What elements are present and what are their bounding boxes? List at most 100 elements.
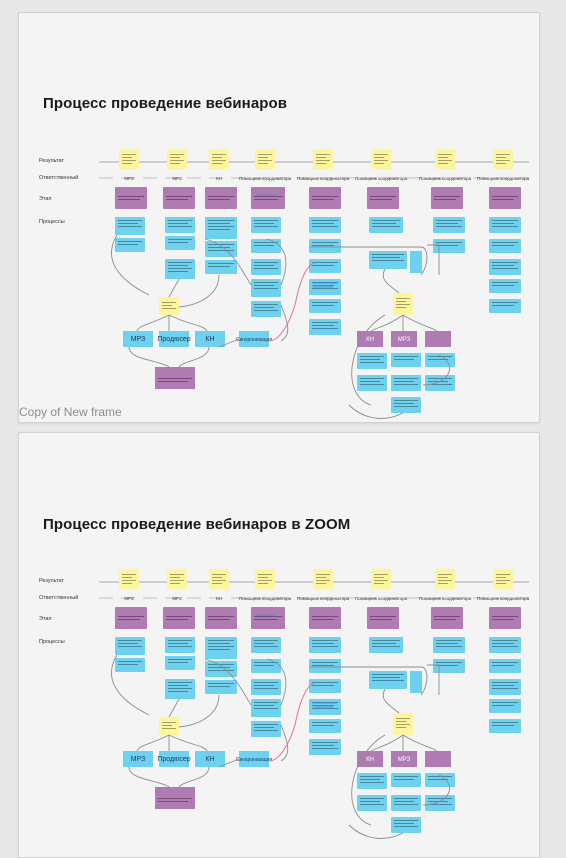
note-text-line — [312, 708, 338, 709]
process-note — [489, 259, 521, 275]
process-note — [433, 239, 465, 253]
connector — [168, 734, 208, 752]
connector — [309, 246, 428, 276]
note-text-line — [372, 646, 400, 647]
note-text-line — [118, 223, 138, 224]
process-note — [369, 637, 403, 653]
process-note — [391, 773, 421, 787]
note-text-line — [316, 577, 326, 578]
connector — [128, 346, 170, 368]
note-text-line — [162, 305, 172, 306]
note-text-line — [254, 265, 274, 266]
role-box-label: КН — [366, 757, 374, 763]
note-text-line — [312, 742, 338, 743]
note-text-line — [312, 685, 334, 686]
connector — [218, 338, 240, 348]
note-text-line — [168, 640, 192, 641]
note-text-line — [122, 583, 132, 584]
note-text-line — [158, 801, 188, 802]
note-text-line — [496, 583, 506, 584]
connector — [280, 724, 289, 762]
note-text-line — [254, 304, 278, 305]
note-text-line — [158, 378, 192, 379]
note-text-line — [168, 220, 192, 221]
note-text-line — [312, 325, 334, 326]
note-text-line — [168, 682, 192, 683]
board-frame-2[interactable]: Процесс проведение вебинаров в ZOOM Резу… — [18, 432, 540, 858]
note-text-line — [492, 268, 518, 269]
role-note-label: Продюсер — [157, 336, 190, 343]
note-text-line — [208, 247, 230, 248]
note-text-line — [208, 220, 234, 221]
note-text-line — [254, 643, 274, 644]
responsible-label: Помощник координатора — [297, 176, 350, 181]
process-note — [425, 773, 455, 787]
note-text-line — [254, 730, 278, 731]
board-frame-1[interactable]: Процесс проведение вебинаров Результат От… — [18, 12, 540, 423]
connector — [266, 238, 287, 286]
note-text-line — [496, 574, 510, 575]
note-text-line — [312, 665, 334, 666]
responsible-label: Помощник координатора — [297, 596, 350, 601]
process-note — [309, 217, 341, 233]
note-text-line — [360, 801, 380, 802]
note-text-line — [254, 682, 278, 683]
note-text-line — [360, 359, 380, 360]
note-text-line — [168, 268, 192, 269]
note-text-line — [168, 265, 188, 266]
note-text-line — [312, 662, 338, 663]
note-text-line — [168, 226, 192, 227]
note-text-line — [168, 691, 188, 692]
note-text-line — [316, 160, 330, 161]
note-text-line — [122, 157, 132, 158]
result-note — [255, 569, 275, 589]
note-text-line — [312, 226, 338, 227]
note-text-line — [208, 244, 234, 245]
note-text-line — [166, 199, 188, 200]
result-note — [167, 569, 187, 589]
note-text-line — [162, 728, 176, 729]
note-text-line — [118, 196, 144, 197]
note-text-line — [372, 260, 404, 261]
process-note — [433, 659, 465, 673]
process-note — [309, 739, 341, 755]
note-text-line — [374, 574, 388, 575]
process-note — [115, 637, 145, 655]
note-text-line — [428, 798, 452, 799]
connector — [402, 314, 438, 332]
note-text-line — [254, 226, 278, 227]
note-text-line — [436, 646, 462, 647]
note-text-line — [166, 619, 188, 620]
note-text-line — [372, 223, 396, 224]
note-text-line — [492, 685, 514, 686]
note-text-line — [208, 619, 230, 620]
note-text-line — [312, 305, 334, 306]
process-note — [165, 217, 195, 233]
process-note — [205, 260, 237, 274]
note-text-line — [258, 160, 272, 161]
role-note — [123, 751, 153, 767]
stage-box — [431, 187, 463, 209]
note-text-line — [316, 157, 326, 158]
note-text-line — [428, 804, 452, 805]
note-text-line — [360, 776, 384, 777]
note-text-line — [370, 199, 392, 200]
note-text-line — [254, 310, 278, 311]
note-text-line — [492, 665, 514, 666]
note-text-line — [168, 239, 192, 240]
role-note-label: КН — [205, 756, 214, 763]
note-text-line — [438, 157, 448, 158]
process-note — [309, 319, 341, 335]
note-text-line — [372, 257, 400, 258]
responsible-label: Помощник координатора — [239, 596, 292, 601]
responsible-label: МРЗ — [124, 176, 134, 181]
result-note — [167, 149, 187, 169]
role-box-label: МРЗ — [398, 337, 411, 343]
note-text-line — [254, 616, 282, 617]
role-note — [159, 331, 189, 347]
role-box-label: МРЗ — [398, 757, 411, 763]
responsible-label: Помощник координатора — [477, 176, 530, 181]
role-note — [123, 331, 153, 347]
process-diagram: Результат Ответственный Этап Процессы МРЗ МРЗ… — [39, 569, 530, 839]
note-text-line — [394, 776, 418, 777]
